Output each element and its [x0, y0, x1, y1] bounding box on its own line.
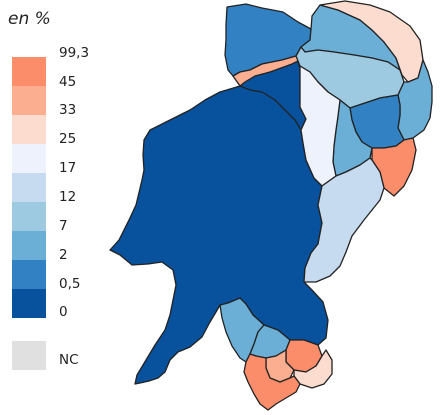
legend-swatch-33: [12, 115, 46, 144]
region-center-pale: [299, 65, 341, 187]
legend-label-2: 2: [59, 247, 68, 263]
region-south-pink: [293, 349, 333, 389]
legend-label-12: 12: [59, 189, 77, 205]
legend-swatch-12: [12, 202, 46, 231]
legend-swatch-99-3: [12, 57, 46, 86]
legend-label-45: 45: [59, 74, 77, 90]
region-east-light: [303, 157, 385, 283]
legend-swatch-17: [12, 173, 46, 202]
legend-label-17: 17: [59, 160, 77, 176]
legend-label-33: 33: [59, 102, 77, 118]
legend-label-25: 25: [59, 131, 77, 147]
legend-swatch-7: [12, 231, 46, 260]
legend-label-99-3: 99,3: [59, 45, 90, 61]
legend-swatch-25: [12, 144, 46, 173]
legend-label-7: 7: [59, 218, 68, 234]
legend-swatch-45: [12, 86, 46, 115]
legend-swatch-nc: [12, 341, 46, 370]
legend-label-nc: NC: [59, 352, 79, 368]
legend-swatch-0-5: [12, 289, 46, 318]
legend-title: en %: [8, 9, 51, 29]
legend-label-0: 0: [59, 304, 68, 320]
region-south-orange-2: [243, 353, 301, 411]
legend-swatch-2: [12, 260, 46, 289]
legend-label-0-5: 0,5: [59, 276, 81, 292]
